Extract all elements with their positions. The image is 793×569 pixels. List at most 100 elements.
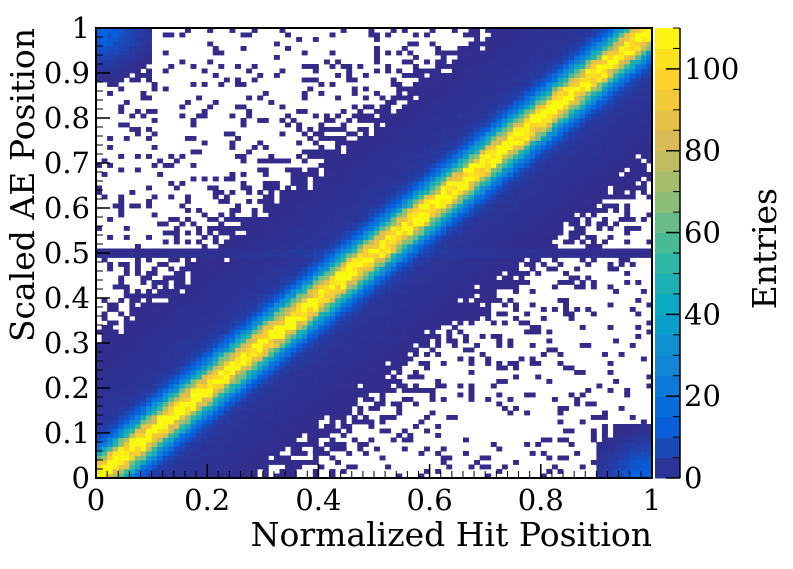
heatmap-bin <box>490 284 497 290</box>
heatmap-bin <box>96 190 102 195</box>
heatmap-bin <box>401 244 408 249</box>
heatmap-bin <box>118 55 125 60</box>
heatmap-bin <box>162 379 169 384</box>
heatmap-bin <box>396 316 403 321</box>
heatmap-bin <box>407 343 414 348</box>
heatmap-bin <box>451 95 458 101</box>
heatmap-bin <box>496 401 503 407</box>
heatmap-bin <box>451 176 458 182</box>
heatmap-bin <box>490 154 497 159</box>
heatmap-bin <box>235 433 241 438</box>
heatmap-bin <box>457 212 464 218</box>
heatmap-bin <box>396 379 403 384</box>
heatmap-bin <box>440 100 447 105</box>
heatmap-bin <box>429 154 436 159</box>
heatmap-bin <box>346 68 353 74</box>
heatmap-bin <box>396 91 403 96</box>
heatmap-bin <box>190 473 197 479</box>
heatmap-bin <box>273 397 280 402</box>
heatmap-bin <box>207 410 214 416</box>
heatmap-bin <box>474 316 481 321</box>
heatmap-bin <box>379 136 386 141</box>
heatmap-bin <box>246 113 253 119</box>
heatmap-bin <box>424 104 430 110</box>
heatmap-bin <box>312 239 319 245</box>
heatmap-bin <box>173 311 180 317</box>
heatmap-bin <box>168 356 175 362</box>
heatmap-bin <box>407 91 414 96</box>
heatmap-bin <box>407 100 414 105</box>
heatmap-bin <box>340 167 347 173</box>
heatmap-bin <box>223 199 230 204</box>
heatmap-bin <box>229 388 236 393</box>
heatmap-bin <box>223 424 230 429</box>
heatmap-bin <box>107 343 114 348</box>
heatmap-bin <box>518 82 525 87</box>
heatmap-bin <box>151 343 158 348</box>
heatmap-bin <box>435 280 442 285</box>
heatmap-bin <box>374 325 380 330</box>
heatmap-bin <box>335 199 342 204</box>
heatmap-bin <box>207 257 214 263</box>
heatmap-bin <box>446 154 453 159</box>
heatmap-bin <box>262 244 269 249</box>
heatmap-bin <box>207 316 214 321</box>
heatmap-bin <box>146 329 152 335</box>
heatmap-bin <box>418 289 425 294</box>
heatmap-bin <box>385 262 392 267</box>
heatmap-bin <box>251 248 258 254</box>
heatmap-bin <box>196 410 203 416</box>
heatmap-bin <box>235 437 241 443</box>
heatmap-bin <box>323 338 330 344</box>
heatmap-bin <box>268 239 275 245</box>
heatmap-bin <box>501 253 508 258</box>
heatmap-bin <box>290 311 297 317</box>
heatmap-bin <box>229 370 236 375</box>
heatmap-bin <box>129 379 136 384</box>
heatmap-bin <box>346 257 353 263</box>
heatmap-bin <box>479 194 486 200</box>
heatmap-bin <box>496 46 503 51</box>
heatmap-bin <box>424 212 430 218</box>
heatmap-bin <box>362 95 369 101</box>
heatmap-bin <box>474 64 481 69</box>
heatmap-bin <box>179 334 186 339</box>
heatmap-bin <box>296 212 303 218</box>
heatmap-bin <box>240 293 247 299</box>
heatmap-bin <box>118 64 125 69</box>
heatmap-bin <box>190 379 197 384</box>
heatmap-bin <box>390 181 397 186</box>
heatmap-bin <box>457 149 464 155</box>
heatmap-bin <box>424 415 430 420</box>
heatmap-bin <box>190 329 197 335</box>
heatmap-bin <box>507 140 514 146</box>
heatmap-bin <box>129 334 136 339</box>
heatmap-bin <box>357 118 364 123</box>
heatmap-bin <box>162 451 169 456</box>
heatmap-bin <box>279 208 286 213</box>
heatmap-bin <box>401 325 408 330</box>
heatmap-bin <box>323 262 330 267</box>
heatmap-bin <box>390 388 397 393</box>
heatmap-bin <box>179 451 186 456</box>
heatmap-bin <box>396 338 403 344</box>
heatmap-bin <box>196 397 203 402</box>
heatmap-bin <box>223 388 230 393</box>
heatmap-bin <box>429 73 436 78</box>
heatmap-bin <box>207 284 214 290</box>
heatmap-bin <box>340 442 347 447</box>
heatmap-bin <box>229 275 236 281</box>
heatmap-bin <box>412 208 419 213</box>
heatmap-bin <box>451 59 458 65</box>
heatmap-bin <box>351 307 358 312</box>
heatmap-bin <box>207 320 214 326</box>
heatmap-bin <box>123 289 130 294</box>
heatmap-bin <box>201 329 208 335</box>
heatmap-bin <box>446 329 453 335</box>
heatmap-bin <box>346 73 353 78</box>
heatmap-bin <box>201 464 208 470</box>
heatmap-bin <box>346 307 353 312</box>
heatmap-bin <box>312 451 319 456</box>
heatmap-bin <box>418 244 425 249</box>
heatmap-bin <box>351 266 358 272</box>
